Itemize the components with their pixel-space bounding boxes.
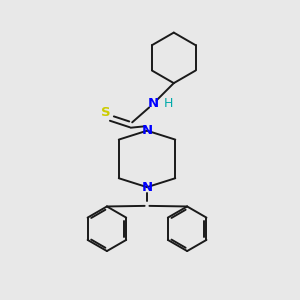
Text: N: N xyxy=(142,181,153,194)
Text: N: N xyxy=(147,98,158,110)
Text: H: H xyxy=(164,98,173,110)
Text: N: N xyxy=(142,124,153,137)
Text: S: S xyxy=(100,106,110,119)
